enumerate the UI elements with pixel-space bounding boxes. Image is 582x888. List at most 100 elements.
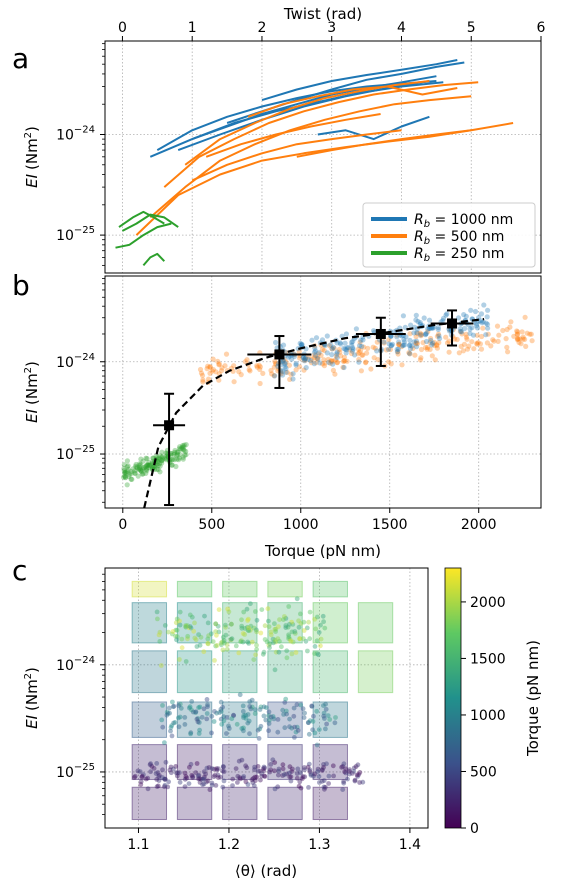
data-point-250nm <box>145 462 151 468</box>
data-point-torque <box>277 617 282 622</box>
data-point-torque <box>292 631 298 636</box>
data-point-torque <box>187 612 193 618</box>
data-point-torque <box>158 663 164 668</box>
data-point-500nm <box>395 348 401 355</box>
legend-250-sub: b <box>424 253 430 264</box>
data-point-250nm <box>159 454 165 460</box>
data-point-1000nm <box>311 349 318 355</box>
data-point-torque <box>314 742 320 748</box>
data-point-1000nm <box>341 364 347 371</box>
data-point-500nm <box>396 342 402 348</box>
data-point-torque <box>241 609 247 615</box>
data-point-torque <box>138 782 144 787</box>
data-point-500nm <box>206 376 212 382</box>
data-point-1000nm <box>388 343 394 349</box>
data-point-torque <box>170 704 176 710</box>
data-point-1000nm <box>315 356 321 362</box>
data-point-500nm <box>432 357 438 363</box>
data-point-torque <box>353 764 359 769</box>
data-point-500nm <box>410 345 416 351</box>
data-point-torque <box>162 776 167 782</box>
data-point-250nm <box>122 470 128 476</box>
data-point-250nm <box>172 449 178 456</box>
a-xtick-label: 3 <box>327 20 336 36</box>
data-point-torque <box>270 757 276 763</box>
data-point-torque <box>244 606 250 612</box>
data-point-250nm <box>181 442 187 448</box>
data-point-1000nm <box>344 345 350 351</box>
data-point-torque <box>264 639 270 645</box>
data-point-1000nm <box>461 312 467 318</box>
data-point-torque <box>287 774 293 780</box>
data-point-torque <box>360 779 366 785</box>
data-point-500nm <box>479 333 485 340</box>
data-point-torque <box>168 725 174 730</box>
data-point-250nm <box>133 463 139 469</box>
data-point-torque <box>284 771 290 777</box>
data-point-torque <box>207 787 213 793</box>
panel-b-ylabel-sup: 2 <box>23 367 34 373</box>
data-point-250nm <box>124 458 130 464</box>
data-point-250nm <box>169 450 175 457</box>
data-point-250nm <box>129 476 135 482</box>
data-point-torque <box>170 699 175 705</box>
data-point-250nm <box>141 465 147 471</box>
data-point-torque <box>339 764 344 770</box>
data-point-torque <box>272 626 278 632</box>
data-point-torque <box>357 780 362 785</box>
data-point-torque <box>326 781 331 786</box>
data-point-1000nm <box>300 354 307 360</box>
data-point-1000nm <box>485 325 491 331</box>
data-point-250nm <box>134 464 140 470</box>
data-point-torque <box>139 774 145 780</box>
data-point-torque <box>221 764 226 770</box>
data-point-torque <box>211 774 217 780</box>
data-point-torque <box>354 772 360 778</box>
data-point-500nm <box>396 341 402 347</box>
data-point-torque <box>246 625 252 631</box>
data-point-torque <box>268 762 274 767</box>
data-point-torque <box>312 644 318 649</box>
data-point-torque <box>220 639 225 645</box>
data-point-500nm <box>256 362 262 368</box>
data-point-torque <box>162 623 168 628</box>
data-point-500nm <box>318 352 324 358</box>
data-point-torque <box>283 623 289 628</box>
data-point-250nm <box>135 473 141 479</box>
data-point-torque <box>177 657 182 662</box>
data-point-250nm <box>180 454 186 460</box>
data-point-1000nm <box>302 358 308 364</box>
data-point-torque <box>261 704 267 710</box>
data-point-torque <box>177 622 183 628</box>
data-point-torque <box>169 723 175 728</box>
data-point-500nm <box>284 369 290 375</box>
data-point-torque <box>276 768 281 774</box>
data-point-torque <box>213 643 219 649</box>
data-point-torque <box>307 718 313 723</box>
data-point-torque <box>139 773 145 779</box>
data-point-500nm <box>419 331 425 338</box>
data-point-500nm <box>519 329 525 335</box>
data-point-500nm <box>260 370 266 376</box>
data-point-250nm <box>126 473 132 479</box>
data-point-torque <box>196 776 201 782</box>
data-point-torque <box>262 773 267 779</box>
data-point-torque <box>347 771 352 777</box>
data-point-torque <box>254 774 260 780</box>
data-point-torque <box>188 730 194 736</box>
data-point-torque <box>203 771 209 777</box>
data-point-1000nm <box>394 346 400 352</box>
data-point-torque <box>325 713 331 718</box>
data-point-torque <box>315 766 321 772</box>
data-point-torque <box>217 710 223 715</box>
data-point-500nm <box>314 355 320 361</box>
data-point-1000nm <box>289 356 295 362</box>
data-point-torque <box>305 648 310 654</box>
data-point-250nm <box>138 467 144 473</box>
data-point-torque <box>197 780 203 785</box>
data-point-torque <box>155 783 161 789</box>
data-point-1000nm <box>446 328 453 334</box>
data-point-500nm <box>412 352 418 358</box>
heatmap-cell <box>176 744 213 781</box>
data-point-500nm <box>368 366 374 372</box>
